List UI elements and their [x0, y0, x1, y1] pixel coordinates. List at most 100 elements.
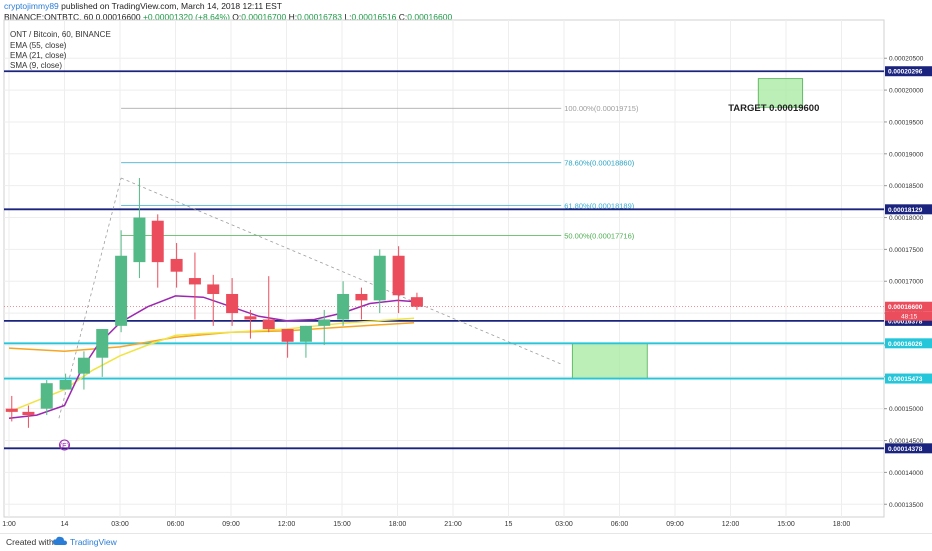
candle-down [392, 255, 405, 296]
last-price-label: 0.00016600 [888, 304, 923, 311]
open-value: 0.00016700 [241, 12, 287, 22]
tradingview-link[interactable]: TradingView [70, 537, 117, 547]
y-tick-label: 0.00018500 [889, 183, 924, 190]
y-tick-label: 0.00020000 [889, 88, 924, 95]
legend-ema55: EMA (55, close) [10, 41, 67, 50]
chart-header: cryptojimmy89 published on TradingView.c… [0, 0, 932, 28]
x-tick-label: 21:00 [444, 521, 462, 528]
candle-up [337, 293, 350, 320]
x-tick-label: 1:00 [2, 521, 16, 528]
event-marker [59, 439, 70, 451]
level-price-tag [885, 443, 932, 454]
candle-down [355, 293, 368, 301]
y-tick-label: 0.00015000 [889, 406, 924, 413]
x-tick-label: 12:00 [722, 521, 740, 528]
author-link[interactable]: cryptojimmy89 [4, 1, 59, 11]
price-chart[interactable]: 1:00 14 03:00 06:00 09:00 12:00 15:00 18:00 21:0… [0, 0, 932, 533]
level-price-label: 0.00015473 [888, 376, 923, 383]
candle-down [22, 411, 35, 416]
sma9-line [8, 295, 415, 419]
high-value: 0.00016783 [297, 12, 342, 22]
x-tick-label: 03:00 [111, 521, 129, 528]
ema55-line [8, 321, 415, 353]
trend-line [120, 177, 562, 365]
legend-sma9: SMA (9, close) [10, 61, 63, 70]
candle-down [170, 258, 183, 272]
tradingview-cloud-icon [53, 536, 67, 545]
ohlc-line: BINANCE:ONTBTC, 60 0.00016600 +0.0000132… [4, 12, 452, 22]
candle-down [410, 297, 423, 307]
high-label: H: [288, 12, 298, 22]
candle-down [207, 284, 220, 294]
candle-up [115, 255, 128, 326]
x-tick-label: 03:00 [555, 521, 573, 528]
level-price-label: 0.00018129 [888, 207, 923, 214]
x-tick-label: 18:00 [833, 521, 851, 528]
y-tick-label: 0.00014500 [889, 438, 924, 445]
legend-ema21: EMA (21, close) [10, 51, 67, 60]
low-label: L: [344, 12, 352, 22]
level-price-tag [885, 66, 932, 77]
level-price-tag [885, 373, 932, 384]
published-text: published on TradingView.com, March 14, … [61, 1, 282, 11]
x-tick-label: 15:00 [777, 521, 795, 528]
last-price-tag [885, 301, 932, 312]
countdown-label: 48:15 [901, 314, 918, 321]
candle-up [318, 319, 331, 326]
candle-down [226, 293, 239, 314]
last-price-value: 0.00016600 [95, 12, 141, 22]
level-price-tag [885, 315, 932, 326]
y-tick-label: 0.00017000 [889, 279, 924, 286]
fib-level-label: 61.80%(0.00018189) [564, 201, 635, 210]
candle-down [281, 329, 294, 342]
event-marker-label: (E) [60, 443, 69, 450]
candle-up [40, 383, 53, 409]
countdown-tag [885, 311, 932, 321]
x-tick-label: 09:00 [222, 521, 240, 528]
change-value: +0.00001320 (+8.64%) [142, 12, 230, 22]
y-tick-label: 0.00019500 [889, 119, 924, 126]
y-tick-label: 0.00014000 [889, 470, 924, 477]
publish-line: cryptojimmy89 published on TradingView.c… [4, 1, 282, 11]
fib-level-label: 78.60%(0.00018860) [564, 159, 635, 168]
level-price-label: 0.00014378 [888, 446, 923, 453]
level-price-tag [885, 204, 932, 215]
x-tick-label: 15:00 [333, 521, 351, 528]
candle-up [133, 217, 146, 263]
level-price-label: 0.00016026 [888, 341, 923, 348]
y-tick-label: 0.00020500 [889, 56, 924, 63]
y-tick-label: 0.00018000 [889, 215, 924, 222]
trend-line [58, 177, 122, 419]
x-tick-label: 09:00 [666, 521, 684, 528]
x-tick-label: 12:00 [278, 521, 296, 528]
symbol-label: BINANCE:ONTBTC, 60 [4, 12, 94, 22]
candle-down [5, 408, 18, 412]
y-tick-label: 0.00017500 [889, 247, 924, 254]
level-price-label: 0.00016378 [888, 318, 923, 325]
x-tick-label: 06:00 [167, 521, 185, 528]
level-price-tag [885, 338, 932, 349]
y-tick-label: 0.00013500 [889, 502, 924, 509]
created-with-text: Created with [6, 537, 54, 547]
legend-title: ONT / Bitcoin, 60, BINANCE [10, 30, 111, 39]
candle-down [244, 316, 257, 320]
close-value: 0.00016600 [407, 12, 453, 22]
candle-up [299, 325, 312, 342]
open-label: O: [232, 12, 242, 22]
fib-level-label: 100.00%(0.00019715) [564, 104, 639, 113]
plot-area [3, 19, 885, 518]
candle-down [151, 220, 164, 263]
x-tick-label: 18:00 [389, 521, 407, 528]
y-tick-label: 0.00019000 [889, 151, 924, 158]
x-tick-label: 06:00 [611, 521, 629, 528]
level-price-label: 0.00020296 [888, 69, 923, 76]
x-tick-label: 14 [61, 521, 69, 528]
low-value: 0.00016516 [351, 12, 397, 22]
candle-down [188, 278, 201, 285]
target-label: TARGET 0.00019600 [728, 103, 819, 114]
close-label: C: [398, 12, 408, 22]
footer-bar: Created with TradingView [0, 533, 932, 551]
x-tick-label: 15 [505, 521, 513, 528]
candle-up [373, 255, 386, 301]
fib-level-label: 50.00%(0.00017716) [564, 232, 635, 241]
